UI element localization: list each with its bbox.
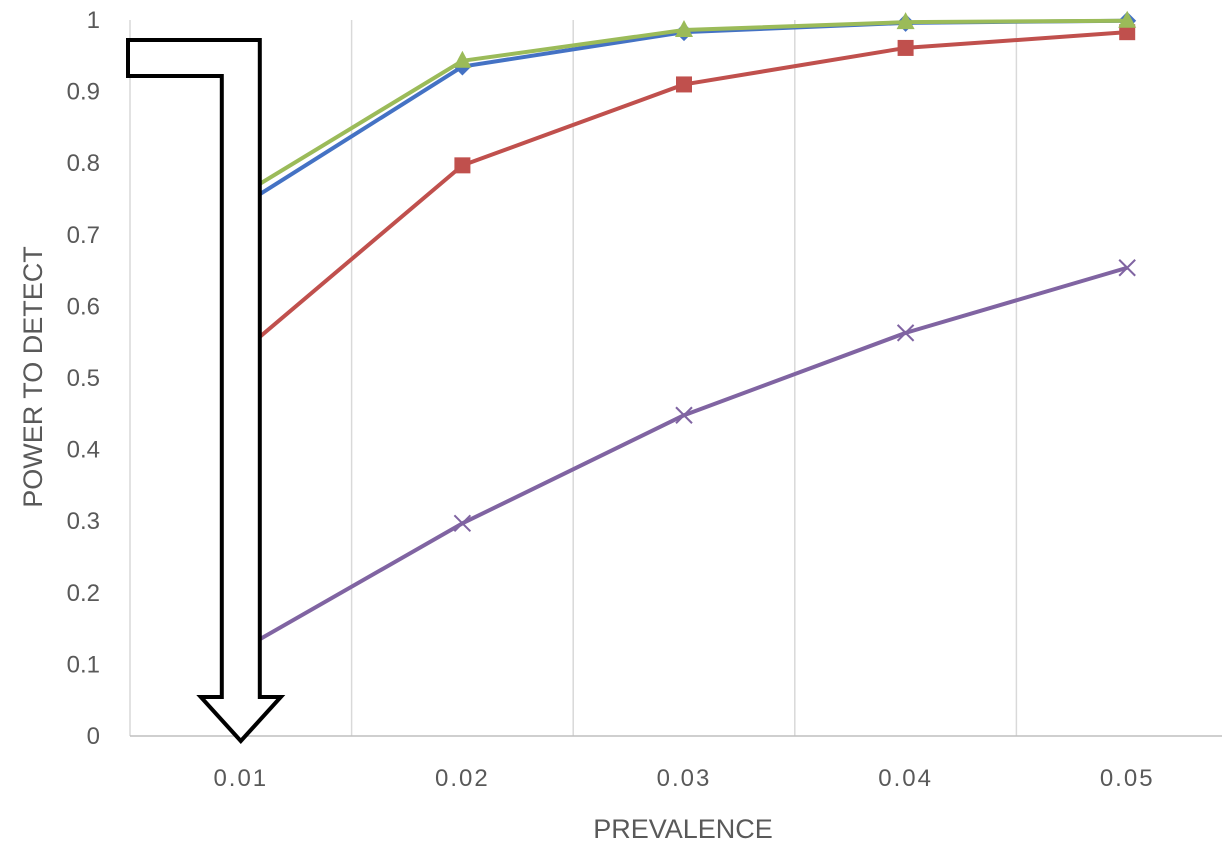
data-point-x <box>453 514 472 533</box>
y-tick-label: 0.7 <box>67 222 100 249</box>
y-tick-labels: 0 0.1 0.2 0.3 0.4 0.5 0.6 0.7 0.8 0.9 1 <box>67 7 100 750</box>
y-tick-label: 0.3 <box>67 508 100 535</box>
y-tick-label: 0.2 <box>67 580 100 607</box>
y-tick-label: 0.5 <box>67 365 100 392</box>
y-tick-label: 0 <box>87 723 100 750</box>
x-axis-label: PREVALENCE <box>593 814 773 843</box>
data-point-x <box>1118 259 1136 277</box>
y-tick-label: 0.8 <box>67 150 100 177</box>
series-line-3 <box>239 18 1128 198</box>
data-point-x <box>896 324 915 342</box>
y-axis-label: POWER TO DETECT <box>18 246 48 508</box>
data-point-triangle <box>675 20 693 38</box>
data-point-triangle <box>896 12 915 30</box>
y-tick-label: 0.9 <box>67 79 100 106</box>
y-tick-label: 0.4 <box>67 437 100 464</box>
x-tick-label: 0.03 <box>657 765 712 792</box>
x-tick-label: 0.04 <box>878 765 933 792</box>
data-point-triangle <box>453 50 472 68</box>
data-point-x <box>675 406 693 424</box>
y-tick-label: 1 <box>87 7 100 34</box>
data-point-triangle <box>1118 10 1137 28</box>
data-point-square <box>454 157 471 174</box>
x-tick-labels: 0.01 0.02 0.03 0.04 0.05 <box>213 765 1155 792</box>
y-tick-label: 0.1 <box>67 651 100 678</box>
series-layer <box>231 10 1137 659</box>
annotation-arrow-shape <box>126 38 286 744</box>
x-tick-label: 0.02 <box>435 765 490 792</box>
x-tick-label: 0.01 <box>213 765 268 792</box>
annotation-arrow <box>126 38 286 744</box>
data-point-square <box>676 76 692 93</box>
y-tick-label: 0.6 <box>67 293 100 320</box>
grid-lines <box>129 20 1222 737</box>
data-point-square <box>1119 24 1136 41</box>
x-tick-label: 0.05 <box>1100 765 1155 792</box>
series-line-4 <box>239 265 1128 652</box>
data-point-square <box>897 39 914 56</box>
